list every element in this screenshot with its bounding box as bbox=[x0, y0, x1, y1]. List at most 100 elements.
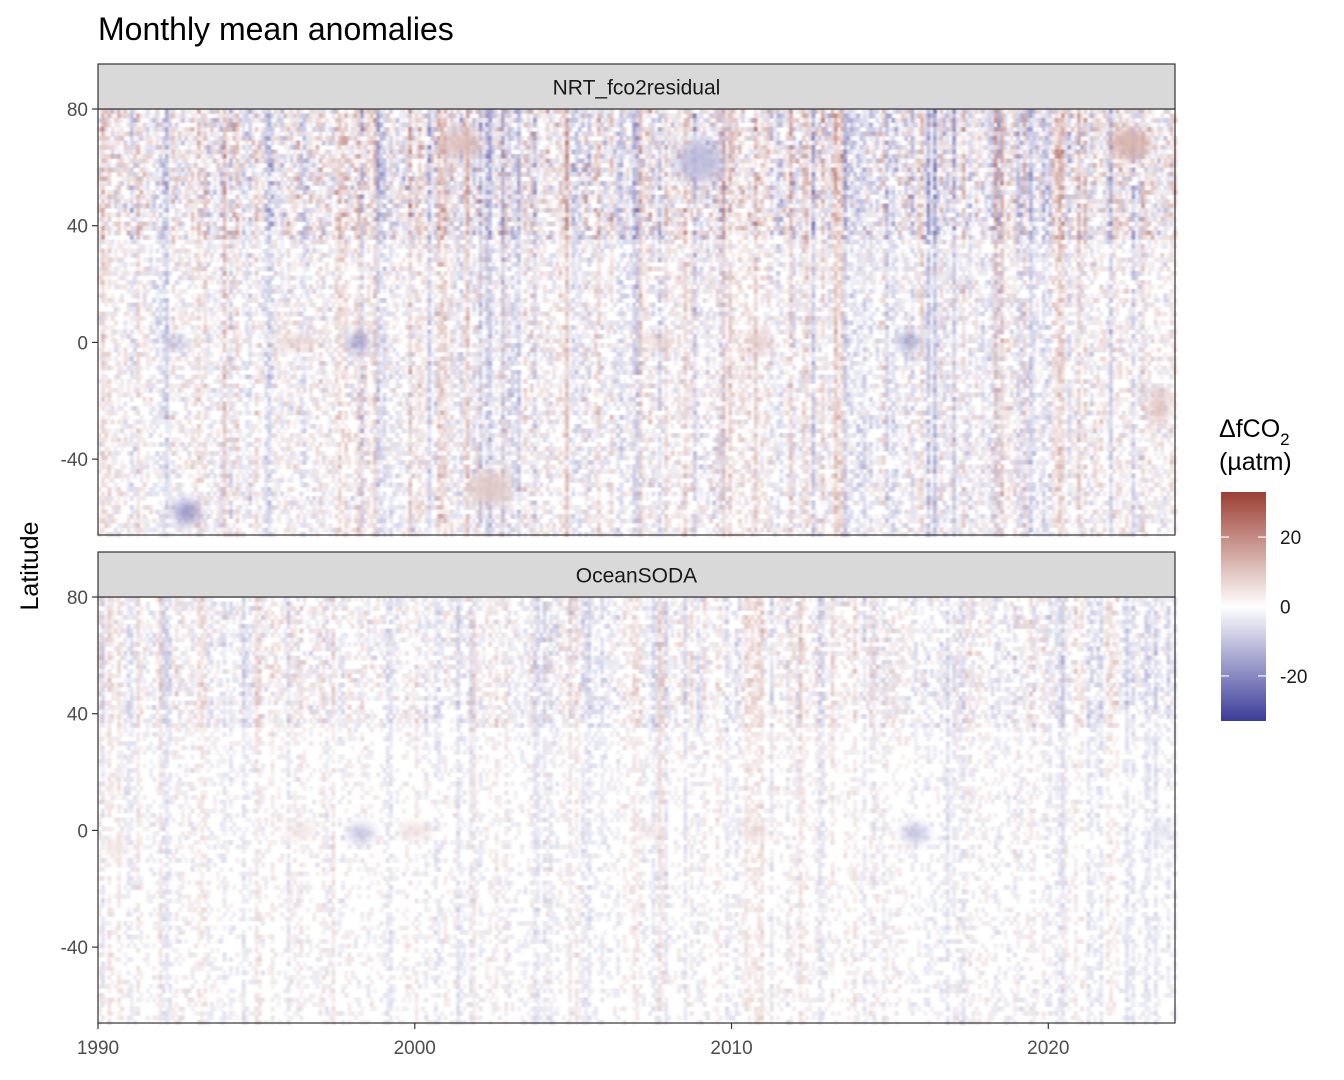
heatmap-cell bbox=[184, 172, 188, 177]
heatmap-cell bbox=[274, 496, 278, 501]
heatmap-cell bbox=[136, 235, 140, 240]
heatmap-cell bbox=[296, 298, 300, 303]
heatmap-cell bbox=[261, 519, 265, 524]
heatmap-cell bbox=[200, 267, 204, 272]
heatmap-cell bbox=[248, 343, 252, 348]
heatmap-cell bbox=[204, 199, 208, 204]
heatmap-cell bbox=[223, 186, 227, 191]
heatmap-cell bbox=[120, 109, 124, 114]
heatmap-cell bbox=[146, 357, 150, 362]
heatmap-cell bbox=[178, 253, 182, 258]
heatmap-cell bbox=[117, 208, 121, 213]
heatmap-cell bbox=[258, 150, 262, 155]
heatmap-cell bbox=[216, 307, 220, 312]
heatmap-cell bbox=[143, 465, 147, 470]
heatmap-cell bbox=[120, 334, 124, 339]
heatmap-cell bbox=[293, 262, 297, 267]
heatmap-cell bbox=[264, 168, 268, 173]
heatmap-cell bbox=[101, 213, 105, 218]
heatmap-cell bbox=[114, 343, 118, 348]
heatmap-cell bbox=[284, 415, 288, 420]
heatmap-cell bbox=[287, 235, 291, 240]
heatmap-cell bbox=[255, 307, 259, 312]
heatmap-cell bbox=[101, 384, 105, 389]
heatmap-cell bbox=[312, 433, 316, 438]
heatmap-cell bbox=[136, 388, 140, 393]
heatmap-cell bbox=[130, 487, 134, 492]
heatmap-cell bbox=[284, 510, 288, 515]
heatmap-cell bbox=[178, 393, 182, 398]
heatmap-cell bbox=[309, 361, 313, 366]
heatmap-cell bbox=[184, 276, 188, 281]
heatmap-cell bbox=[188, 172, 192, 177]
heatmap-cell bbox=[232, 253, 236, 258]
heatmap-cell bbox=[191, 442, 195, 447]
heatmap-cell bbox=[152, 172, 156, 177]
heatmap-cell bbox=[210, 325, 214, 330]
heatmap-cell bbox=[108, 195, 112, 200]
heatmap-cell bbox=[306, 177, 310, 182]
heatmap-cell bbox=[181, 132, 185, 137]
heatmap-cell bbox=[290, 114, 294, 119]
heatmap-cell bbox=[162, 307, 166, 312]
heatmap-cell bbox=[303, 163, 307, 168]
heatmap-cell bbox=[172, 451, 176, 456]
heatmap-cell bbox=[143, 528, 147, 533]
heatmap-cell bbox=[264, 483, 268, 488]
heatmap-cell bbox=[268, 222, 272, 227]
heatmap-cell bbox=[108, 123, 112, 128]
heatmap-cell bbox=[293, 244, 297, 249]
heatmap-cell bbox=[220, 141, 224, 146]
heatmap-cell bbox=[229, 420, 233, 425]
heatmap-cell bbox=[261, 375, 265, 380]
heatmap-cell bbox=[175, 528, 179, 533]
heatmap-cell bbox=[300, 312, 304, 317]
heatmap-cell bbox=[236, 280, 240, 285]
heatmap-cell bbox=[264, 123, 268, 128]
heatmap-cell bbox=[149, 267, 153, 272]
heatmap-cell bbox=[210, 195, 214, 200]
heatmap-cell bbox=[204, 177, 208, 182]
heatmap-cell bbox=[108, 397, 112, 402]
heatmap-cell bbox=[284, 249, 288, 254]
heatmap-cell bbox=[220, 235, 224, 240]
heatmap-cell bbox=[252, 154, 256, 159]
heatmap-cell bbox=[309, 208, 313, 213]
heatmap-cell bbox=[252, 294, 256, 299]
heatmap-cell bbox=[181, 469, 185, 474]
heatmap-cell bbox=[194, 226, 198, 231]
heatmap-cell bbox=[268, 199, 272, 204]
heatmap-cell bbox=[127, 303, 131, 308]
heatmap-cell bbox=[162, 249, 166, 254]
heatmap-cell bbox=[213, 465, 217, 470]
heatmap-cell bbox=[309, 411, 313, 416]
heatmap-cell bbox=[245, 442, 249, 447]
heatmap-cell bbox=[280, 114, 284, 119]
heatmap-cell bbox=[245, 298, 249, 303]
heatmap-cell bbox=[165, 393, 169, 398]
heatmap-cell bbox=[204, 442, 208, 447]
heatmap-cell bbox=[194, 141, 198, 146]
heatmap-cell bbox=[165, 415, 169, 420]
heatmap-cell bbox=[223, 249, 227, 254]
heatmap-cell bbox=[252, 492, 256, 497]
heatmap-cell bbox=[232, 424, 236, 429]
heatmap-cell bbox=[184, 136, 188, 141]
heatmap-cell bbox=[146, 384, 150, 389]
heatmap-cell bbox=[194, 343, 198, 348]
heatmap-cell bbox=[277, 465, 281, 470]
heatmap-cell bbox=[242, 361, 246, 366]
heatmap-cell bbox=[223, 141, 227, 146]
heatmap-cell bbox=[255, 501, 259, 506]
heatmap-cell bbox=[280, 411, 284, 416]
heatmap-cell bbox=[252, 195, 256, 200]
heatmap-cell bbox=[220, 163, 224, 168]
heatmap-cell bbox=[268, 190, 272, 195]
heatmap-cell bbox=[152, 267, 156, 272]
heatmap-cell bbox=[258, 505, 262, 510]
heatmap-cell bbox=[300, 280, 304, 285]
heatmap-cell bbox=[293, 424, 297, 429]
heatmap-cell bbox=[156, 267, 160, 272]
heatmap-cell bbox=[284, 141, 288, 146]
